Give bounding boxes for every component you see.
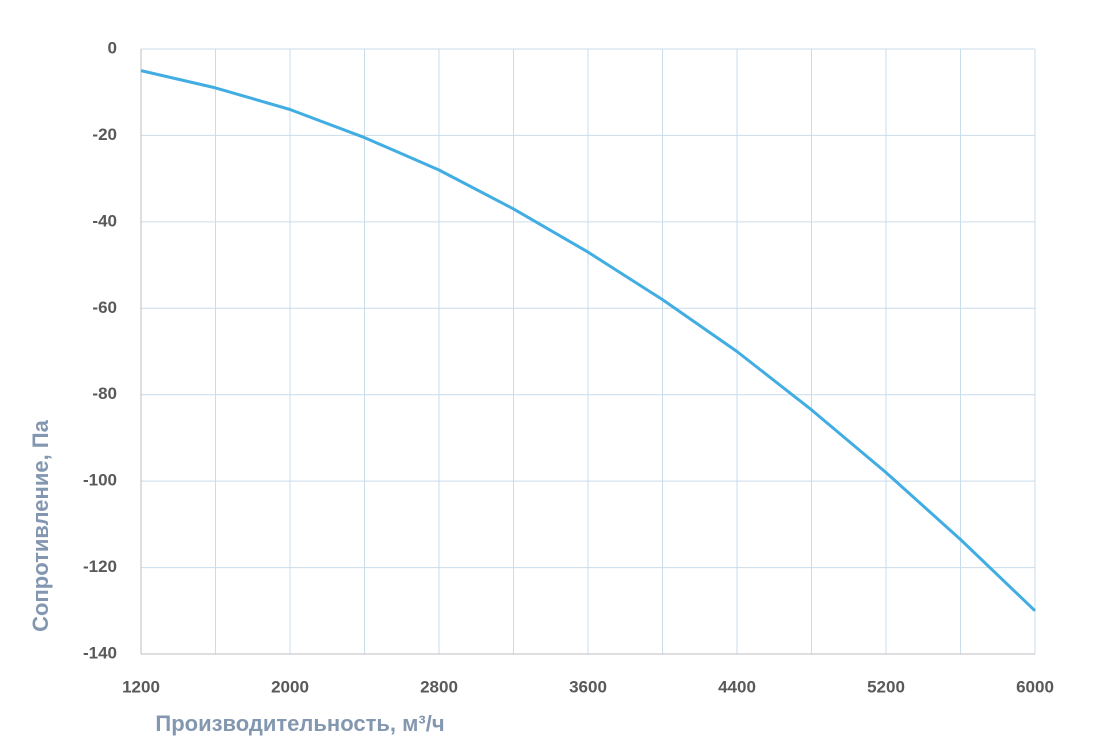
x-axis-title: Производительность, м³/ч [155, 711, 444, 736]
y-tick-label: -140 [83, 643, 117, 662]
x-tick-label: 4400 [718, 677, 756, 696]
x-tick-label: 3600 [569, 677, 607, 696]
y-tick-label: 0 [108, 38, 117, 57]
y-tick-label: -20 [92, 125, 117, 144]
y-tick-label: -120 [83, 557, 117, 576]
y-tick-label: -80 [92, 384, 117, 403]
x-tick-label: 2800 [420, 677, 458, 696]
y-tick-label: -60 [92, 298, 117, 317]
line-series [140, 69, 1037, 612]
x-tick-label: 5200 [867, 677, 905, 696]
y-axis-title: Сопротивление, Па [28, 419, 53, 631]
x-tick-label: 1200 [122, 677, 160, 696]
y-tick-label: -40 [92, 211, 117, 230]
x-tick-label: 2000 [271, 677, 309, 696]
y-tick-label: -100 [83, 471, 117, 490]
x-tick-label: 6000 [1016, 677, 1054, 696]
